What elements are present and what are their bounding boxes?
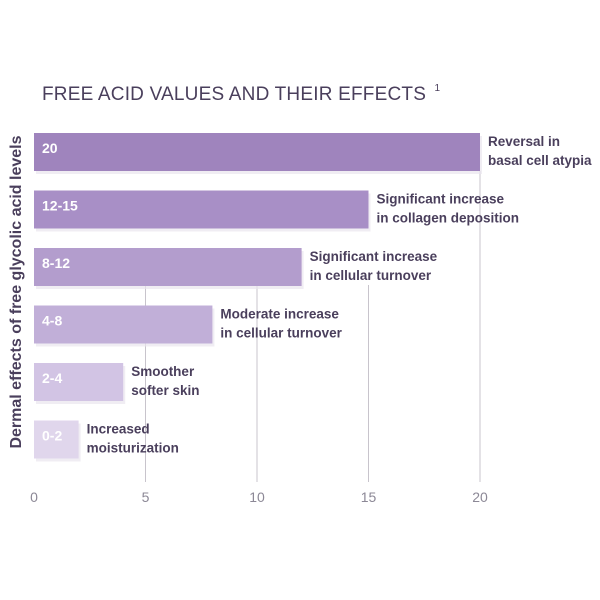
bar-effect-0-line-1: basal cell atypia bbox=[488, 153, 592, 168]
chart-title-text: FREE ACID VALUES AND THEIR EFFECTS bbox=[42, 84, 426, 105]
bar-effect-2-line-0: Significant increase bbox=[310, 249, 438, 264]
bars: 20 Reversal in basal cell atypia 12-15 Signi… bbox=[34, 133, 592, 462]
bar-effect-1-line-0: Significant increase bbox=[377, 192, 505, 207]
chart-title-superscript: 1 bbox=[435, 83, 441, 94]
bar-effect-4: Smoother softer skin bbox=[131, 364, 199, 398]
x-axis-ticks: 0 5 10 15 20 bbox=[30, 489, 488, 505]
bar-2 bbox=[34, 248, 302, 286]
bar-effect-3-line-1: in cellular turnover bbox=[220, 326, 342, 341]
bar-label-4: 2-4 bbox=[42, 370, 62, 386]
chart-title: FREE ACID VALUES AND THEIR EFFECTS 1 bbox=[42, 83, 441, 105]
x-tick-15: 15 bbox=[361, 489, 377, 505]
bar-effect-1: Significant increase in collagen depositi… bbox=[377, 192, 520, 226]
x-tick-10: 10 bbox=[249, 489, 265, 505]
bar-label-3: 4-8 bbox=[42, 313, 62, 329]
y-axis-label: Dermal effects of free glycolic acid lev… bbox=[8, 135, 25, 448]
bar-effect-2: Significant increase in cellular turnover bbox=[310, 249, 438, 283]
x-tick-20: 20 bbox=[472, 489, 488, 505]
gridlines bbox=[145, 171, 481, 482]
bar-1 bbox=[34, 190, 369, 229]
bar-effect-0: Reversal in basal cell atypia bbox=[488, 134, 592, 168]
bar-5 bbox=[34, 420, 79, 459]
x-tick-5: 5 bbox=[142, 489, 150, 505]
bar-4 bbox=[34, 363, 124, 401]
bar-0 bbox=[34, 133, 480, 171]
bar-effect-3: Moderate increase in cellular turnover bbox=[220, 307, 342, 341]
bar-effect-5-line-1: moisturization bbox=[87, 441, 179, 456]
bar-effect-4-line-0: Smoother bbox=[131, 364, 195, 379]
bar-effect-4-line-1: softer skin bbox=[131, 383, 199, 398]
bar-effect-5-line-0: Increased bbox=[87, 422, 150, 437]
bar-effect-1-line-1: in collagen deposition bbox=[377, 211, 520, 226]
bar-effect-3-line-0: Moderate increase bbox=[220, 307, 339, 322]
x-tick-0: 0 bbox=[30, 489, 38, 505]
bar-3 bbox=[34, 305, 213, 344]
bar-label-0: 20 bbox=[42, 140, 58, 156]
bar-label-2: 8-12 bbox=[42, 255, 70, 271]
bar-label-1: 12-15 bbox=[42, 198, 78, 214]
bar-effect-2-line-1: in cellular turnover bbox=[310, 268, 432, 283]
bar-effect-5: Increased moisturization bbox=[87, 422, 179, 456]
bar-label-5: 0-2 bbox=[42, 428, 62, 444]
bar-effect-0-line-0: Reversal in bbox=[488, 134, 560, 149]
